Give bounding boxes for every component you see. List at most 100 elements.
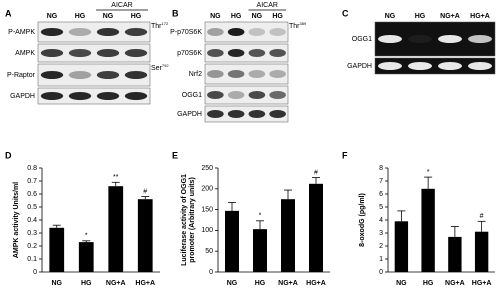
blot-strip [37, 43, 151, 63]
blot-band [207, 49, 224, 57]
blot-band [207, 91, 224, 99]
bar [253, 229, 267, 272]
x-tick-label: HG [81, 280, 92, 287]
blot-band [269, 91, 286, 99]
site-sup: 389 [300, 21, 307, 26]
y-tick-label: 1 [379, 256, 383, 263]
x-tick-label: HG [255, 280, 266, 287]
row-label: GAPDH [177, 111, 202, 118]
y-tick-label: 7 [379, 178, 383, 185]
y-tick-label: 2 [379, 243, 383, 250]
blot-band [227, 49, 245, 57]
blot-band [68, 28, 92, 36]
error-bar [141, 196, 150, 200]
error-bar [477, 220, 486, 232]
bar [225, 210, 239, 272]
y-tick-label: 250 [201, 165, 213, 172]
error-bar [450, 226, 459, 237]
significance-marker: * [427, 169, 430, 176]
blot-band [468, 35, 492, 43]
error-bar [228, 202, 236, 211]
blot-band [248, 28, 266, 36]
blot-strip [374, 57, 496, 75]
blot-band [207, 110, 224, 118]
bar [394, 221, 409, 272]
group-label: AICAR [257, 2, 278, 9]
x-tick-label: HG+A [135, 280, 155, 287]
lane-label: HG [131, 13, 142, 20]
lane-label: NG [252, 13, 263, 20]
blot-band [269, 70, 286, 78]
error-bar [52, 224, 61, 228]
blot-band [96, 28, 120, 36]
group-label: AICAR [111, 2, 132, 9]
y-tick-label: 50 [205, 248, 213, 255]
lane-label: NG+A [440, 13, 460, 20]
error-bar [424, 176, 433, 189]
bar [281, 199, 295, 272]
blot-band [269, 49, 286, 57]
bar [137, 199, 153, 272]
blot-band [227, 70, 245, 78]
blot-band [438, 62, 462, 70]
y-tick-label: 0.1 [27, 256, 37, 263]
blot-band [124, 28, 148, 36]
y-tick-label: 5 [379, 204, 383, 211]
lane-label: HG [415, 13, 426, 20]
y-axis-label: promoter (Arbitrary units) [189, 177, 196, 263]
row-label: p70S6K [177, 50, 202, 57]
site-label: Thr172 [151, 21, 169, 30]
significance-marker: # [480, 213, 484, 220]
blot-band [124, 49, 148, 57]
y-tick-label: 0.5 [27, 204, 37, 211]
y-axis-label: 8-oxodG (pg/ml) [359, 193, 366, 247]
panel-label: E [172, 150, 178, 160]
site-name: Ser [151, 65, 163, 72]
blot-band [248, 49, 266, 57]
lane-label: NG [103, 13, 114, 20]
y-tick-label: 6 [379, 191, 383, 198]
blot-strip [204, 43, 289, 63]
x-tick-label: HG+A [306, 280, 326, 287]
lane-label: NG [47, 13, 58, 20]
blot-band [227, 91, 245, 99]
y-tick-label: 0 [209, 269, 213, 276]
blot-band [248, 70, 266, 78]
bar [309, 183, 323, 272]
row-label: AMPK [15, 50, 35, 57]
panel-label: D [5, 150, 12, 160]
row-label: P-p70S6K [170, 29, 202, 36]
blot-band [96, 49, 120, 57]
x-tick-label: NG+A [278, 280, 298, 287]
blot-band [378, 35, 402, 43]
lane-label: NG [210, 13, 221, 20]
lane-label: HG+A [470, 13, 490, 20]
site-sup: 172 [162, 21, 169, 26]
blot-strip [37, 87, 151, 105]
bar [78, 242, 94, 272]
row-label: GAPDH [347, 63, 372, 70]
error-bar [256, 220, 264, 230]
y-axis-label: AMPK activity Units/ml [13, 182, 20, 258]
blot-strip [204, 63, 289, 85]
significance-marker: ** [113, 174, 119, 181]
site-name: Thr [151, 23, 162, 30]
bar [49, 227, 65, 272]
significance-marker: * [85, 233, 88, 240]
bar [474, 231, 489, 272]
y-tick-label: 200 [201, 186, 213, 193]
panel-label: B [172, 8, 179, 18]
blot-band [207, 70, 224, 78]
x-tick-label: NG [396, 280, 407, 287]
row-label: Nrf2 [189, 71, 202, 78]
y-tick-label: 150 [201, 206, 213, 213]
error-bar [312, 177, 320, 184]
panel-label: F [342, 150, 348, 160]
blot-band [269, 28, 286, 36]
row-label: P-Raptor [7, 72, 36, 79]
blot-band [96, 92, 120, 100]
site-label: Ser792 [151, 63, 169, 72]
site-label: Thr389 [289, 21, 307, 30]
